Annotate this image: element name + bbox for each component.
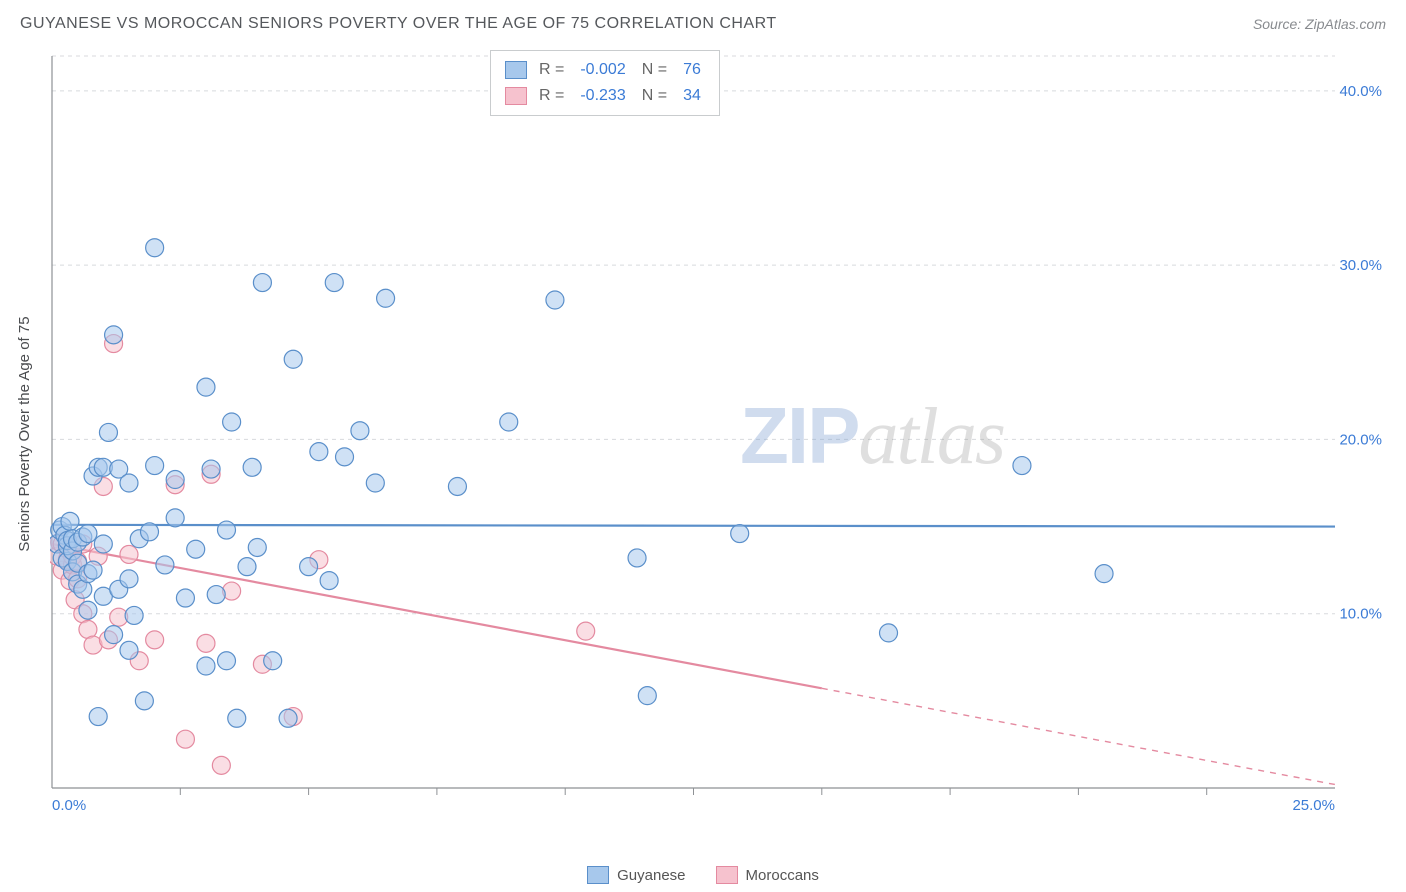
- svg-text:20.0%: 20.0%: [1339, 431, 1382, 448]
- stats-r-label: R =: [539, 61, 564, 79]
- stats-row-moroccans: R = -0.233 N = 34: [505, 83, 705, 109]
- svg-text:40.0%: 40.0%: [1339, 83, 1382, 100]
- stats-n-label: N =: [642, 61, 667, 79]
- y-axis-label: Seniors Poverty Over the Age of 75: [10, 48, 40, 820]
- svg-text:25.0%: 25.0%: [1292, 797, 1335, 814]
- scatter-svg: 10.0% 20.0% 30.0% 40.0% 0.0% 25.0%: [50, 48, 1390, 820]
- legend-label-moroccans: Moroccans: [746, 867, 819, 884]
- legend-item-moroccans: Moroccans: [716, 866, 819, 884]
- svg-text:30.0%: 30.0%: [1339, 257, 1382, 274]
- svg-text:0.0%: 0.0%: [52, 797, 86, 814]
- stats-legend-box: R = -0.002 N = 76 R = -0.233 N = 34: [490, 50, 720, 116]
- chart-title: GUYANESE VS MOROCCAN SENIORS POVERTY OVE…: [20, 15, 777, 33]
- swatch-moroccans: [505, 87, 527, 105]
- stats-r-label: R =: [539, 87, 564, 105]
- plot-area: 10.0% 20.0% 30.0% 40.0% 0.0% 25.0%: [50, 48, 1390, 820]
- swatch-moroccans: [716, 866, 738, 884]
- stats-r-value-moroccans: -0.233: [580, 87, 625, 105]
- stats-row-guyanese: R = -0.002 N = 76: [505, 57, 705, 83]
- stats-n-value-guyanese: 76: [683, 61, 701, 79]
- legend-bottom: Guyanese Moroccans: [0, 866, 1406, 884]
- swatch-guyanese: [587, 866, 609, 884]
- chart-source: Source: ZipAtlas.com: [1253, 16, 1386, 32]
- stats-r-value-guyanese: -0.002: [580, 61, 625, 79]
- stats-n-value-moroccans: 34: [683, 87, 701, 105]
- swatch-guyanese: [505, 61, 527, 79]
- chart-header: GUYANESE VS MOROCCAN SENIORS POVERTY OVE…: [0, 0, 1406, 48]
- svg-text:10.0%: 10.0%: [1339, 606, 1382, 623]
- stats-n-label: N =: [642, 87, 667, 105]
- legend-item-guyanese: Guyanese: [587, 866, 685, 884]
- legend-label-guyanese: Guyanese: [617, 867, 685, 884]
